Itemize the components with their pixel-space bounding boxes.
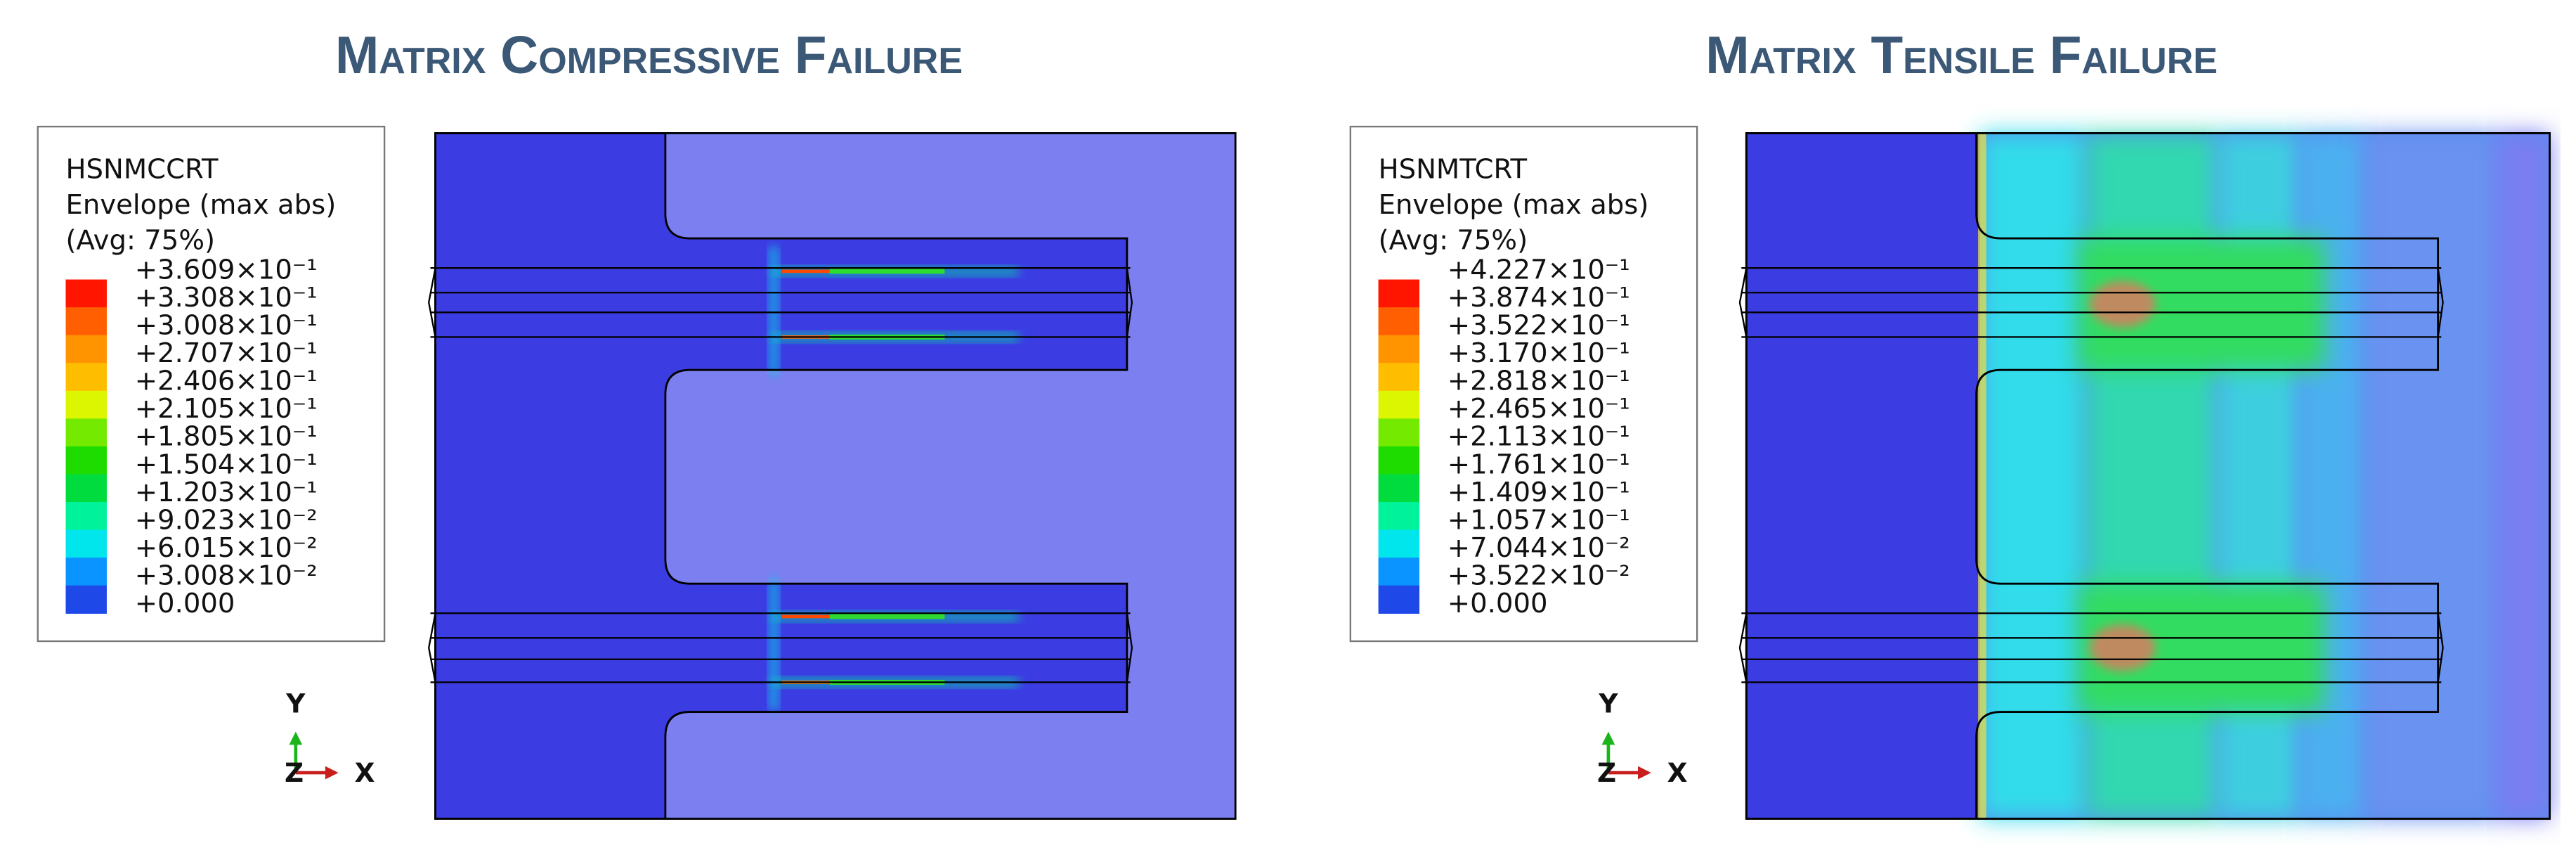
axis-label-y: Y [1598,688,1618,719]
legend-entry: +3.008×10⁻¹ [135,309,318,341]
legend-swatch [65,307,107,336]
legend-swatch [1378,446,1420,475]
legend-entry: +3.308×10⁻¹ [135,282,318,314]
ply-bevel [1738,613,2444,683]
legend-entry: +2.465×10⁻¹ [1448,393,1630,425]
axis-label-x: X [355,757,375,788]
legend-swatch [1378,307,1420,336]
legend-entry: +0.000 [135,588,235,619]
contour-streak [829,614,945,619]
legend-entry: +2.406×10⁻¹ [135,366,318,397]
legend-swatch [65,558,107,586]
legend-entry: +3.008×10⁻² [135,560,318,592]
axis-arrowhead-x [325,766,339,780]
legend-swatch [65,529,107,558]
legend-heading: Envelope (max abs) [1379,189,1649,221]
legend-entry: +3.609×10⁻¹ [135,254,318,285]
contour-edge [769,246,779,375]
axis-label-y: Y [285,688,306,719]
legend-swatch [1378,279,1420,308]
contour-hotspot [2089,281,2156,328]
legend-swatch [1378,390,1420,420]
contour-band [2218,133,2301,819]
legend-swatch [65,335,107,363]
legend-entry: +1.203×10⁻¹ [135,477,318,508]
legend-entry: +3.874×10⁻¹ [1448,282,1630,314]
legend-swatch [1378,502,1420,531]
axis-arrowhead-y [289,731,303,745]
legend-entry: +0.000 [1448,588,1548,619]
legend-swatch [65,474,107,503]
legend-swatch [65,363,107,392]
legend-swatch [65,585,107,614]
legend-entry: +3.170×10⁻¹ [1448,337,1630,369]
legend-heading: (Avg: 75%) [66,224,216,256]
panel-title: Matrix Compressive Failure [335,25,963,84]
fe-outline [434,132,1128,820]
legend-swatch [1378,529,1420,558]
panel-title: Matrix Tensile Failure [1705,25,2218,84]
legend-entry: +1.504×10⁻¹ [135,449,318,480]
panel: Matrix Compressive Failure HSNMCCRTEnvelo… [37,25,1237,820]
contour-streak [781,269,832,273]
ply-bevel [428,613,1133,683]
legend-entry: +6.015×10⁻² [135,532,318,564]
legend-entry: +7.044×10⁻² [1448,532,1630,564]
ply-bevel [428,267,1133,337]
legend-heading: HSNMCCRT [66,154,219,186]
legend-entry: +1.761×10⁻¹ [1448,449,1630,480]
legend-heading: HSNMTCRT [1379,154,1528,186]
contour-edge [1977,133,1986,819]
legend-heading: Envelope (max abs) [66,189,337,221]
legend-swatch [1378,418,1420,447]
contour-band [2086,133,2218,819]
legend-entry: +2.105×10⁻¹ [135,393,318,425]
axis-arrowhead-x [1637,766,1651,780]
fe-laminate [435,133,1127,819]
legend-entry: +1.805×10⁻¹ [135,421,318,453]
legend-entry: +3.522×10⁻¹ [1448,309,1630,341]
legend-swatch [65,390,107,420]
axis-label-z: Z [285,757,304,788]
axis-arrowhead-y [1601,731,1615,745]
legend-entry: +4.227×10⁻¹ [1448,254,1630,285]
contour-band [2300,133,2366,819]
axis-label-x: X [1667,757,1688,788]
legend-swatch [65,418,107,447]
legend-heading: (Avg: 75%) [1379,224,1528,256]
ply-bevel [1738,267,2444,337]
contour-streak [781,614,832,619]
contour-hotspot [2089,624,2156,671]
contour-streak [829,269,945,274]
legend-swatch [65,502,107,531]
legend-swatch [1378,474,1420,503]
legend-entry: +2.113×10⁻¹ [1448,421,1630,453]
legend-entry: +2.818×10⁻¹ [1448,366,1630,397]
legend-swatch [65,279,107,308]
legend-entry: +2.707×10⁻¹ [135,337,318,369]
contour-band [2365,133,2497,819]
legend-entry: +1.057×10⁻¹ [1448,504,1630,536]
legend-entry: +3.522×10⁻² [1448,560,1630,592]
fe-outline [1745,132,2440,820]
fe-laminate [1746,133,1980,819]
legend-swatch [1378,363,1420,392]
axis-label-z: Z [1597,757,1616,788]
legend-swatch [1378,585,1420,614]
legend-swatch [1378,558,1420,586]
legend-swatch [65,446,107,475]
legend-entry: +9.023×10⁻² [135,504,318,536]
contour-edge [769,579,779,711]
legend-swatch [1378,335,1420,363]
legend-entry: +1.409×10⁻¹ [1448,477,1630,508]
contour-band [1979,133,2087,819]
contour-band [2497,133,2550,819]
